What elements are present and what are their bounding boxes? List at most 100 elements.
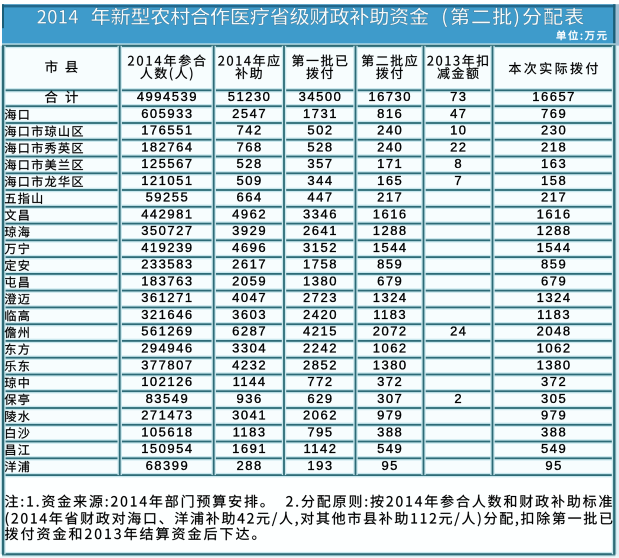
svg-text:150954: 150954 [141,441,193,456]
svg-text:47: 47 [450,106,467,121]
svg-text:859: 859 [377,257,403,272]
svg-text:217: 217 [541,190,567,205]
svg-text:769: 769 [541,106,567,121]
svg-text:350727: 350727 [141,223,193,238]
svg-text:2617: 2617 [232,257,267,272]
svg-text:3041: 3041 [232,408,267,423]
svg-text:936: 936 [236,391,262,406]
svg-text:2: 2 [454,391,463,406]
svg-text:2420: 2420 [303,307,338,322]
svg-text:182764: 182764 [141,139,193,154]
svg-text:2059: 2059 [232,273,267,288]
svg-text:34500: 34500 [299,89,343,104]
svg-text:230: 230 [541,123,567,138]
svg-text:442981: 442981 [141,206,193,221]
svg-text:1142: 1142 [304,441,338,456]
svg-text:294946: 294946 [141,341,193,356]
svg-text:165: 165 [377,173,403,188]
svg-text:528: 528 [307,139,333,154]
svg-text:218: 218 [541,139,567,154]
svg-text:372: 372 [377,374,403,389]
svg-text:233583: 233583 [141,257,193,272]
svg-text:51230: 51230 [228,89,272,104]
svg-text:3603: 3603 [232,307,267,322]
svg-text:377807: 377807 [141,357,193,372]
svg-text:509: 509 [236,173,262,188]
svg-text:240: 240 [377,139,403,154]
svg-text:4696: 4696 [232,240,267,255]
svg-text:2723: 2723 [303,290,338,305]
svg-text:816: 816 [377,106,403,121]
svg-text:1324: 1324 [537,290,572,305]
svg-text:664: 664 [236,190,262,205]
svg-text:2048: 2048 [537,324,572,339]
svg-text:16657: 16657 [532,89,576,104]
svg-text:271473: 271473 [141,408,193,423]
svg-text:73: 73 [450,89,467,104]
svg-text:447: 447 [307,190,333,205]
svg-text:68399: 68399 [146,458,190,473]
svg-text:1544: 1544 [373,240,408,255]
svg-text:3929: 3929 [232,223,267,238]
svg-text:1288: 1288 [537,223,572,238]
svg-text:7: 7 [454,173,463,188]
svg-text:95: 95 [381,458,398,473]
svg-text:742: 742 [236,123,262,138]
svg-text:171: 171 [377,156,403,171]
svg-text:502: 502 [307,123,333,138]
svg-text:1288: 1288 [373,223,408,238]
svg-text:183763: 183763 [141,273,193,288]
svg-text:4047: 4047 [232,290,267,305]
svg-text:357: 357 [307,156,333,171]
svg-text:1144: 1144 [233,374,267,389]
svg-text:2062: 2062 [303,408,338,423]
svg-text:16730: 16730 [368,89,412,104]
svg-text:158: 158 [541,173,567,188]
svg-text:217: 217 [377,190,403,205]
svg-text:125567: 125567 [141,156,193,171]
svg-text:1758: 1758 [303,257,338,272]
svg-text:388: 388 [377,424,403,439]
svg-text:1380: 1380 [373,357,408,372]
svg-text:859: 859 [541,257,567,272]
svg-text:1324: 1324 [373,290,408,305]
svg-text:1183: 1183 [373,307,407,322]
svg-text:1380: 1380 [303,273,338,288]
svg-text:344: 344 [307,173,333,188]
svg-text:361271: 361271 [141,290,193,305]
svg-text:163: 163 [541,156,567,171]
svg-text:1616: 1616 [373,206,408,221]
svg-text:3152: 3152 [303,240,338,255]
svg-text:59255: 59255 [146,190,190,205]
svg-text:1062: 1062 [373,341,408,356]
svg-text:561269: 561269 [141,324,193,339]
svg-text:679: 679 [541,273,567,288]
svg-text:772: 772 [307,374,333,389]
svg-text:1183: 1183 [233,424,267,439]
svg-text:549: 549 [541,441,567,456]
svg-text:6287: 6287 [232,324,267,339]
svg-text:307: 307 [377,391,403,406]
svg-text:105618: 105618 [141,424,193,439]
svg-text:1183: 1183 [537,307,571,322]
svg-text:372: 372 [541,374,567,389]
svg-text:2072: 2072 [373,324,408,339]
svg-text:1544: 1544 [537,240,572,255]
svg-text:10: 10 [450,123,467,138]
svg-text:605933: 605933 [141,106,193,121]
svg-text:679: 679 [377,273,403,288]
svg-text:4215: 4215 [303,324,338,339]
svg-text:2547: 2547 [232,106,267,121]
svg-text:305: 305 [541,391,567,406]
svg-text:2641: 2641 [303,223,338,238]
svg-text:4232: 4232 [232,357,267,372]
svg-text:321646: 321646 [141,307,193,322]
svg-text:2852: 2852 [303,357,338,372]
svg-text:3304: 3304 [232,341,267,356]
svg-text:549: 549 [377,441,403,456]
svg-text:388: 388 [541,424,567,439]
svg-text:1691: 1691 [232,441,267,456]
svg-text:24: 24 [450,324,467,339]
svg-text:8: 8 [454,156,463,171]
svg-text:2242: 2242 [303,341,338,356]
